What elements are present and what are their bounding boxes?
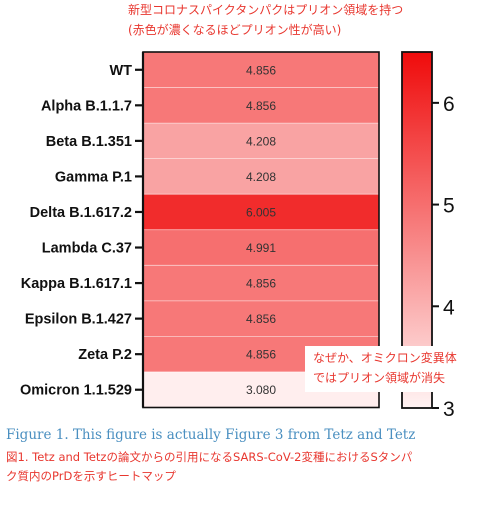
- y-axis-tick-label: Beta B.1.351: [46, 134, 132, 150]
- figure-caption-english: Figure 1. This figure is actually Figure…: [6, 427, 416, 443]
- cell-value-label: 4.856: [246, 99, 276, 113]
- cell-value-label: 4.856: [246, 348, 276, 362]
- figure-caption-japanese: 図1. Tetz and Tetzの論文からの引用になるSARS-CoV-2変種…: [6, 448, 476, 486]
- y-axis-tick-label: Gamma P.1: [55, 169, 132, 185]
- figure-caption-japanese-line2: ク質内のPrDを示すヒートマップ: [6, 469, 176, 483]
- omicron-annotation: なぜか、オミクロン変異体 ではプリオン領域が消失: [305, 346, 480, 392]
- cell-value-label: 6.005: [246, 205, 276, 219]
- y-axis-tick-label: Alpha B.1.1.7: [41, 98, 132, 114]
- y-axis-tick-label: Zeta P.2: [78, 347, 132, 363]
- heatmap-cell: [143, 123, 379, 159]
- cell-value-label: 4.856: [246, 63, 276, 77]
- cell-value-label: 4.856: [246, 312, 276, 326]
- cell-value-label: 3.080: [246, 383, 276, 397]
- omicron-annotation-line2: ではプリオン領域が消失: [313, 371, 446, 385]
- heatmap-cell: [143, 229, 379, 266]
- heatmap-cell: [143, 194, 379, 230]
- colorbar-tick-label: 5: [443, 195, 455, 218]
- cell-value-label: 4.208: [246, 134, 276, 148]
- cell-value-label: 4.208: [246, 170, 276, 184]
- omicron-annotation-line1: なぜか、オミクロン変異体: [313, 351, 457, 365]
- y-axis-tick-label: Lambda C.37: [42, 241, 132, 257]
- cell-value-label: 4.991: [246, 241, 276, 255]
- y-axis-tick-label: Delta B.1.617.2: [30, 205, 132, 221]
- figure-caption-japanese-line1: 図1. Tetz and Tetzの論文からの引用になるSARS-CoV-2変種…: [6, 450, 413, 464]
- colorbar-tick-label: 3: [443, 398, 455, 421]
- heatmap-chart: 4.856 4.856 4.208 4.208 6.005 4.991 4.856 4.856…: [20, 51, 455, 421]
- y-axis-tick-label: Epsilon B.1.427: [25, 312, 132, 328]
- heatmap-cell: [143, 265, 379, 301]
- y-axis-tick-label: Kappa B.1.617.1: [21, 276, 132, 292]
- top-annotation-line2: (赤色が濃くなるほどプリオン性が高い): [128, 23, 342, 37]
- colorbar-tick-label: 4: [443, 296, 455, 319]
- heatmap-cell: [143, 300, 379, 337]
- heatmap-cell: [143, 52, 379, 88]
- top-annotation-line1: 新型コロナスパイクタンパクはプリオン領域を持つ: [128, 3, 404, 17]
- y-axis-tick-label: Omicron 1.1.529: [20, 383, 132, 399]
- colorbar-tick-label: 6: [443, 93, 455, 116]
- heatmap-cell: [143, 87, 379, 124]
- y-axis-tick-label: WT: [109, 63, 132, 79]
- heatmap-cell: [143, 158, 379, 195]
- cell-value-label: 4.856: [246, 277, 276, 291]
- top-annotation: 新型コロナスパイクタンパクはプリオン領域を持つ (赤色が濃くなるほどプリオン性が…: [128, 0, 478, 40]
